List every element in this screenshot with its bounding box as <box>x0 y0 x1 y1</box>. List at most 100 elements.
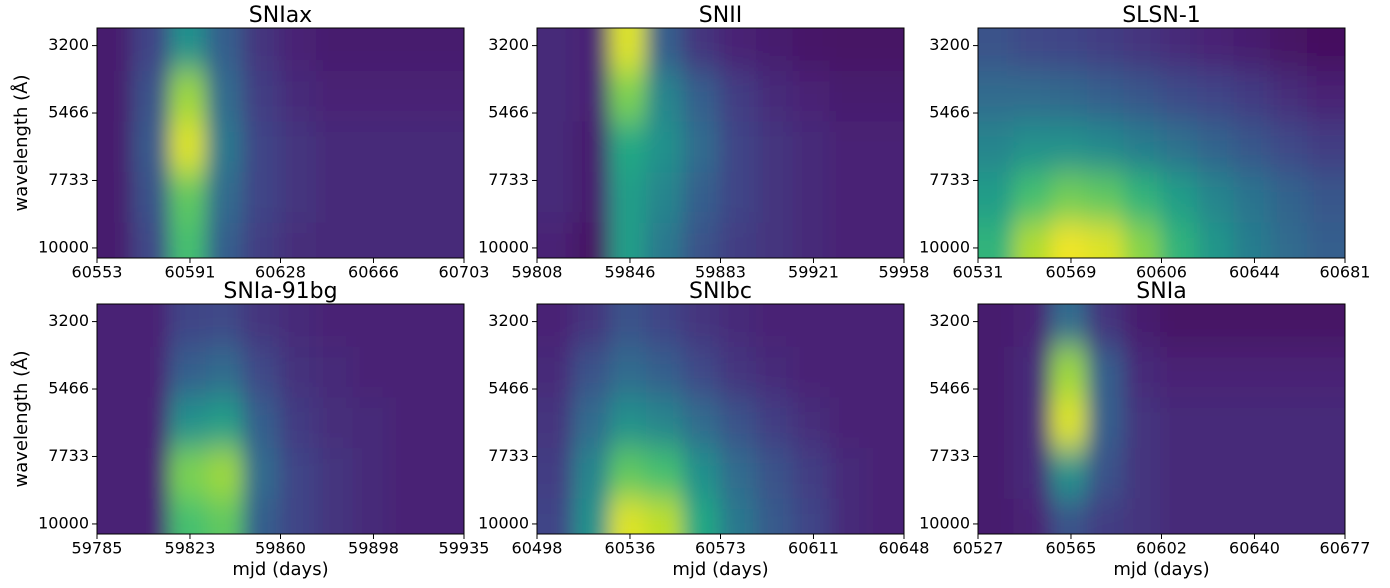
heatmap-cell <box>1123 304 1161 348</box>
heatmap-cell <box>866 70 904 122</box>
heatmap-cell <box>645 346 684 398</box>
heatmap-cell <box>866 121 904 173</box>
heatmap-cell <box>645 222 684 258</box>
heatmap-cell <box>169 70 207 122</box>
heatmap-cell <box>572 498 610 534</box>
y-axis-label: wavelength (Å) <box>10 351 32 488</box>
heatmap-cell <box>389 498 427 534</box>
heatmap-cell <box>279 121 317 173</box>
heatmap-cell <box>242 172 280 224</box>
heatmap-cell <box>537 70 573 122</box>
heatmap-cell <box>242 448 280 500</box>
heatmap-cell <box>279 222 317 258</box>
heatmap-cell <box>352 222 390 258</box>
x-axis-label: mjd (days) <box>1113 559 1209 580</box>
heatmap-cell <box>1050 448 1088 500</box>
y-tick-label: 10000 <box>38 513 89 532</box>
panel-title: SNIa <box>1136 279 1186 304</box>
y-tick-label: 5466 <box>48 103 89 122</box>
heatmap-cell <box>1050 28 1088 72</box>
panel: 60498 60536 60573 60611 60648 3200 5466 7733 100… <box>478 279 929 580</box>
heatmap-cell <box>1307 222 1345 258</box>
x-tick-label: 60573 <box>695 539 746 558</box>
heatmap-cell <box>315 121 354 173</box>
heatmap-cell <box>1086 222 1125 258</box>
heatmap-cell <box>389 28 427 72</box>
heatmap-cell <box>1307 498 1345 534</box>
heatmap-cell <box>1086 121 1125 173</box>
heatmap-cell <box>205 222 244 258</box>
y-tick-label: 7733 <box>48 446 89 465</box>
heatmap-cell <box>1196 448 1235 500</box>
heatmap-cell <box>682 121 720 173</box>
heatmap-cell <box>572 448 610 500</box>
heatmap-cell <box>755 222 794 258</box>
x-tick-label: 59958 <box>879 263 930 282</box>
heatmap-cell <box>132 70 170 122</box>
panel-title: SNII <box>699 3 742 28</box>
heatmap-cell <box>1050 498 1088 534</box>
heatmap-cell <box>1123 448 1161 500</box>
heatmap <box>537 304 904 534</box>
heatmap-cell <box>719 448 757 500</box>
heatmap-cell <box>279 397 317 449</box>
heatmap-cell <box>242 346 280 398</box>
heatmap-cell <box>609 222 647 258</box>
heatmap-cell <box>315 448 354 500</box>
heatmap-cell <box>279 172 317 224</box>
heatmap-cell <box>537 28 573 72</box>
heatmap-cell <box>682 172 720 224</box>
heatmap-cell <box>1233 346 1271 398</box>
heatmap-cell <box>132 498 170 534</box>
heatmap-cell <box>242 304 280 348</box>
heatmap-cell <box>1013 222 1051 258</box>
x-tick-label: 59898 <box>348 539 399 558</box>
heatmap-cell <box>242 28 280 72</box>
x-tick-label: 60644 <box>1229 263 1280 282</box>
heatmap-cell <box>132 346 170 398</box>
heatmap-cell <box>205 304 244 348</box>
heatmap-cell <box>537 222 573 258</box>
heatmap <box>978 304 1345 534</box>
heatmap-cell <box>1123 172 1161 224</box>
heatmap-cell <box>1196 397 1235 449</box>
heatmap-cell <box>1270 346 1308 398</box>
heatmap-cell <box>97 498 133 534</box>
heatmap-cell <box>1086 448 1125 500</box>
heatmap-cell <box>169 397 207 449</box>
heatmap-cell <box>426 397 464 449</box>
heatmap-cell <box>132 121 170 173</box>
heatmap-cell <box>755 172 794 224</box>
heatmap-cell <box>572 70 610 122</box>
panel-title: SNIa-91bg <box>223 279 337 304</box>
heatmap-cell <box>1196 346 1235 398</box>
y-tick-label: 3200 <box>929 311 970 330</box>
heatmap-cell <box>792 346 830 398</box>
panel: 59808 59846 59883 59921 59958 3200 5466 7733 100… <box>478 3 930 282</box>
heatmap-cell <box>829 498 867 534</box>
x-tick-label: 60677 <box>1320 539 1371 558</box>
heatmap-cell <box>1160 222 1198 258</box>
panel: 60553 60591 60628 60666 60703 3200 5466 7733 100… <box>10 3 489 282</box>
heatmap-cell <box>1050 121 1088 173</box>
heatmap-cell <box>792 397 830 449</box>
heatmap-cell <box>1196 70 1235 122</box>
heatmap-cell <box>1196 304 1235 348</box>
heatmap-cell <box>1307 172 1345 224</box>
heatmap-cell <box>1013 304 1051 348</box>
heatmap-cell <box>829 121 867 173</box>
heatmap-cell <box>279 498 317 534</box>
heatmap-cells <box>97 28 464 258</box>
x-tick-label: 60527 <box>953 539 1004 558</box>
heatmap-cell <box>719 498 757 534</box>
heatmap-cell <box>572 222 610 258</box>
x-axis-label: mjd (days) <box>232 559 328 580</box>
heatmap-cell <box>978 304 1014 348</box>
heatmap-cell <box>1013 498 1051 534</box>
heatmap-cell <box>1270 28 1308 72</box>
heatmap-cell <box>792 304 830 348</box>
heatmap-cell <box>1013 448 1051 500</box>
heatmap-cell <box>1160 121 1198 173</box>
y-tick-label: 3200 <box>929 35 970 54</box>
heatmap-cell <box>242 498 280 534</box>
